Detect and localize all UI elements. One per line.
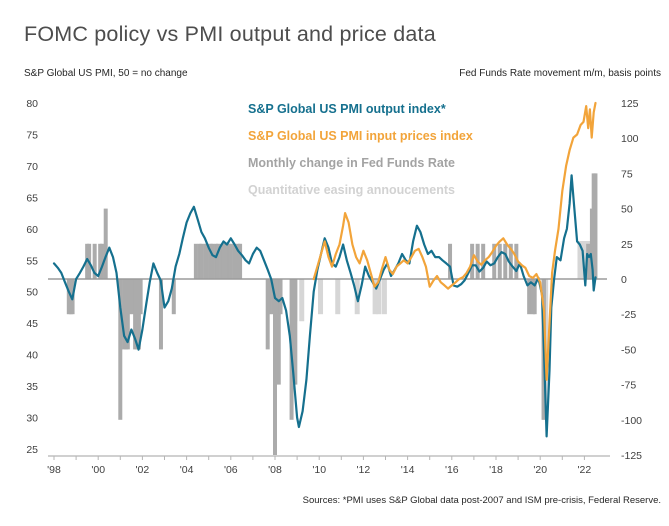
fed-funds-bar [293,279,298,385]
left-axis-tick-label: 30 [26,413,38,425]
fed-funds-bar [238,243,243,279]
x-axis-label: '20 [533,464,547,476]
x-axis-label: '98 [47,464,61,476]
fed-funds-bar [99,243,104,279]
source-note: Sources: *PMI uses S&P Global data post-… [302,495,661,506]
legend-fed-funds: Monthly change in Fed Funds Rate [248,156,455,170]
fed-funds-bar [228,243,233,279]
left-axis-tick-label: 50 [26,287,38,299]
qe-band [372,279,378,315]
left-axis-tick-label: 60 [26,224,38,236]
x-axis-label: '00 [91,464,105,476]
fed-funds-bar [204,243,209,279]
qe-band [299,279,305,322]
pmi-output-line [52,174,597,438]
left-axis-tick-label: 75 [26,129,38,141]
qe-band [381,279,387,315]
left-axis-tick-label: 80 [26,98,38,110]
right-axis-tick-label: 50 [621,204,633,216]
fed-funds-bar [193,243,198,279]
fed-funds-bar [273,279,277,455]
legend-qe: Quantitative easing annoucements [248,183,455,197]
right-axis-tick-label: -50 [621,344,636,356]
x-axis-label: '22 [578,464,592,476]
x-axis-label: '14 [401,464,415,476]
left-axis-tick-label: 45 [26,318,38,330]
fed-funds-bar [276,279,281,385]
qe-band [335,279,341,315]
left-axis-tick-label: 35 [26,381,38,393]
input-prices-line [312,101,597,381]
fed-funds-bar [267,279,272,315]
fed-funds-bar [514,243,519,279]
chart-title: FOMC policy vs PMI output and price data [24,22,436,46]
fed-funds-bar [278,279,283,315]
right-axis-caption: Fed Funds Rate movement m/m, basis point… [459,68,661,79]
qe-band [376,279,382,315]
left-axis-caption: S&P Global US PMI, 50 = no change [24,68,188,79]
fed-funds-bar [448,243,453,279]
fed-funds-bar [215,243,220,279]
right-axis-tick-label: -100 [621,415,642,427]
fed-funds-bar [586,243,591,279]
fed-funds-bar [103,208,108,279]
fed-funds-bar [497,243,502,279]
x-axis-label: '08 [268,464,282,476]
fed-funds-bar [138,279,143,315]
fed-funds-bar [508,243,513,279]
x-axis-label: '06 [224,464,238,476]
right-axis-tick-label: 25 [621,239,633,251]
left-axis-tick-label: 65 [26,192,38,204]
fed-funds-bar [532,279,537,315]
right-axis-tick-label: 100 [621,133,639,145]
fed-funds-bar [221,243,226,279]
fed-funds-bar [118,279,123,420]
right-axis-tick-label: 0 [621,274,627,286]
x-axis-label: '18 [489,464,503,476]
fed-funds-bar [199,243,204,279]
right-axis-tick-label: -25 [621,309,636,321]
fed-funds-bar [210,243,215,279]
right-axis-tick-label: 75 [621,168,633,180]
left-axis-tick-label: 70 [26,161,38,173]
fed-funds-bar [232,243,237,279]
left-axis-tick-label: 55 [26,255,38,267]
x-axis-label: '12 [357,464,371,476]
fed-funds-bar [503,243,508,279]
fed-funds-bar [593,173,598,279]
legend-pmi-output: S&P Global US PMI output index* [248,102,446,116]
x-axis-label: '10 [312,464,326,476]
qe-band [318,279,324,315]
legend-input-prices: S&P Global US PMI input prices index [248,129,473,143]
chart-legend: S&P Global US PMI output index* S&P Glob… [248,96,473,204]
fed-funds-bar [171,279,176,315]
fed-funds-bar [127,279,132,315]
right-axis-tick-label: -125 [621,450,642,462]
fed-funds-bar [92,243,97,279]
fed-funds-bar [527,279,532,315]
x-axis-label: '04 [180,464,194,476]
right-axis-tick-label: 125 [621,98,639,110]
x-axis-label: '02 [136,464,150,476]
right-axis-tick-label: -75 [621,380,636,392]
left-axis-tick-label: 40 [26,350,38,362]
left-axis-tick-label: 25 [26,444,38,456]
fed-funds-bar [158,279,163,350]
x-axis-label: '16 [445,464,459,476]
